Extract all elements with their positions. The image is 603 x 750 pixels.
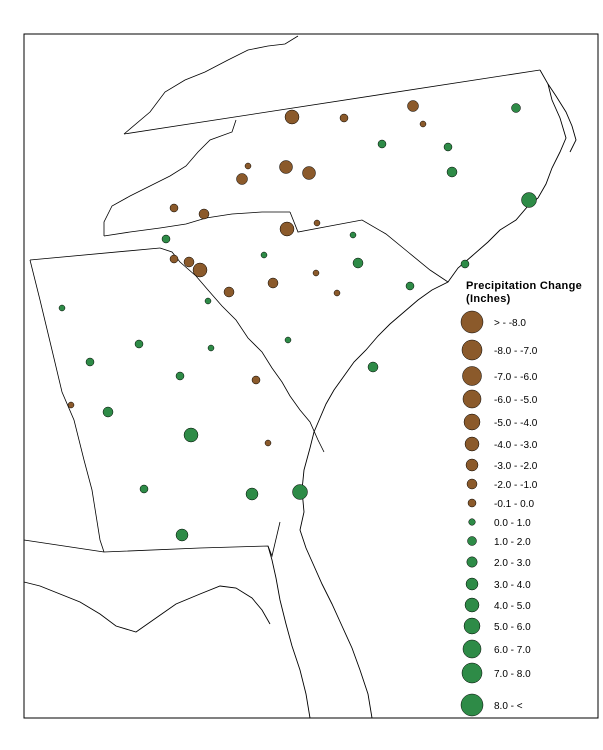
- station-marker: [367, 361, 379, 373]
- legend-label: -2.0 - -1.0: [494, 480, 538, 491]
- legend-label: 8.0 - <: [494, 701, 523, 712]
- station-marker: [267, 277, 279, 289]
- legend-symbol: [467, 498, 477, 508]
- station-marker: [419, 120, 427, 128]
- legend-symbol: [468, 518, 476, 526]
- legend-label: -4.0 - -3.0: [494, 440, 538, 451]
- station-marker: [67, 401, 75, 409]
- station-marker: [260, 251, 268, 259]
- legend-symbol: [463, 617, 481, 635]
- legend-label: 3.0 - 4.0: [494, 580, 531, 591]
- station-marker: [236, 173, 248, 185]
- station-marker: [352, 257, 364, 269]
- legend-symbol: [464, 597, 480, 613]
- legend-label: -3.0 - -2.0: [494, 461, 538, 472]
- station-marker: [521, 192, 537, 208]
- legend-label: 6.0 - 7.0: [494, 645, 531, 656]
- station-marker: [223, 286, 235, 298]
- legend-title-line1: Precipitation Change: [466, 280, 582, 292]
- station-marker: [139, 484, 149, 494]
- legend-symbol: [466, 556, 478, 568]
- station-marker: [511, 103, 521, 113]
- legend-symbol: [460, 693, 484, 717]
- station-marker: [169, 254, 179, 264]
- station-marker: [292, 484, 308, 500]
- station-marker: [207, 344, 215, 352]
- station-marker: [279, 160, 293, 174]
- state-boundaries: [23, 35, 541, 633]
- legend-symbol: [461, 339, 483, 361]
- station-marker: [446, 166, 458, 178]
- legend-label: -8.0 - -7.0: [494, 346, 538, 357]
- station-marker: [377, 139, 387, 149]
- station-marker: [134, 339, 144, 349]
- legend-symbol: [461, 662, 483, 684]
- station-marker: [175, 528, 189, 542]
- legend-label: 0.0 - 1.0: [494, 518, 531, 529]
- station-marker: [339, 113, 349, 123]
- legend-symbol: [465, 458, 479, 472]
- legend-label: -0.1 - 0.0: [494, 499, 534, 510]
- legend-symbol: [462, 389, 482, 409]
- legend-symbol: [460, 310, 484, 334]
- station-marker: [161, 234, 171, 244]
- station-marker: [251, 375, 261, 385]
- station-marker: [407, 100, 419, 112]
- station-marker: [192, 262, 208, 278]
- station-marker: [405, 281, 415, 291]
- station-marker: [264, 439, 272, 447]
- legend-label: 1.0 - 2.0: [494, 537, 531, 548]
- station-marker: [244, 162, 252, 170]
- legend: Precipitation Change (Inches) > - -8.0 -8…: [460, 280, 582, 717]
- legend-label: > - -8.0: [494, 318, 526, 329]
- station-marker: [279, 221, 295, 237]
- legend-symbol: [466, 478, 478, 490]
- legend-label: 4.0 - 5.0: [494, 601, 531, 612]
- legend-symbol: [462, 639, 482, 659]
- station-markers: [58, 100, 537, 542]
- legend-symbol: [467, 536, 477, 546]
- station-marker: [284, 336, 292, 344]
- station-marker: [169, 203, 179, 213]
- legend-symbol: [465, 577, 479, 591]
- station-marker: [175, 371, 185, 381]
- station-marker: [302, 166, 316, 180]
- legend-symbol: [464, 436, 480, 452]
- map-border: [23, 33, 599, 719]
- station-marker: [284, 109, 300, 125]
- station-marker: [198, 208, 210, 220]
- legend-label: -6.0 - -5.0: [494, 395, 538, 406]
- station-marker: [183, 256, 195, 268]
- station-marker: [245, 487, 259, 501]
- legend-symbol: [463, 413, 481, 431]
- station-marker: [460, 259, 470, 269]
- station-marker: [204, 297, 212, 305]
- legend-label: 7.0 - 8.0: [494, 669, 531, 680]
- station-marker: [333, 289, 341, 297]
- legend-label: 5.0 - 6.0: [494, 622, 531, 633]
- legend-symbol: [462, 366, 482, 386]
- station-marker: [102, 406, 114, 418]
- legend-title-line2: (Inches): [466, 293, 511, 305]
- station-marker: [183, 427, 199, 443]
- legend-label: -7.0 - -6.0: [494, 372, 538, 383]
- station-marker: [312, 269, 320, 277]
- coastline: [267, 69, 577, 719]
- legend-items: > - -8.0 -8.0 - -7.0 -7.0 - -6.0 -6.0 - -5.…: [460, 310, 538, 717]
- station-marker: [58, 304, 66, 312]
- station-marker: [443, 142, 453, 152]
- station-marker: [349, 231, 357, 239]
- legend-label: -5.0 - -4.0: [494, 418, 538, 429]
- legend-label: 2.0 - 3.0: [494, 558, 531, 569]
- station-marker: [85, 357, 95, 367]
- station-marker: [313, 219, 321, 227]
